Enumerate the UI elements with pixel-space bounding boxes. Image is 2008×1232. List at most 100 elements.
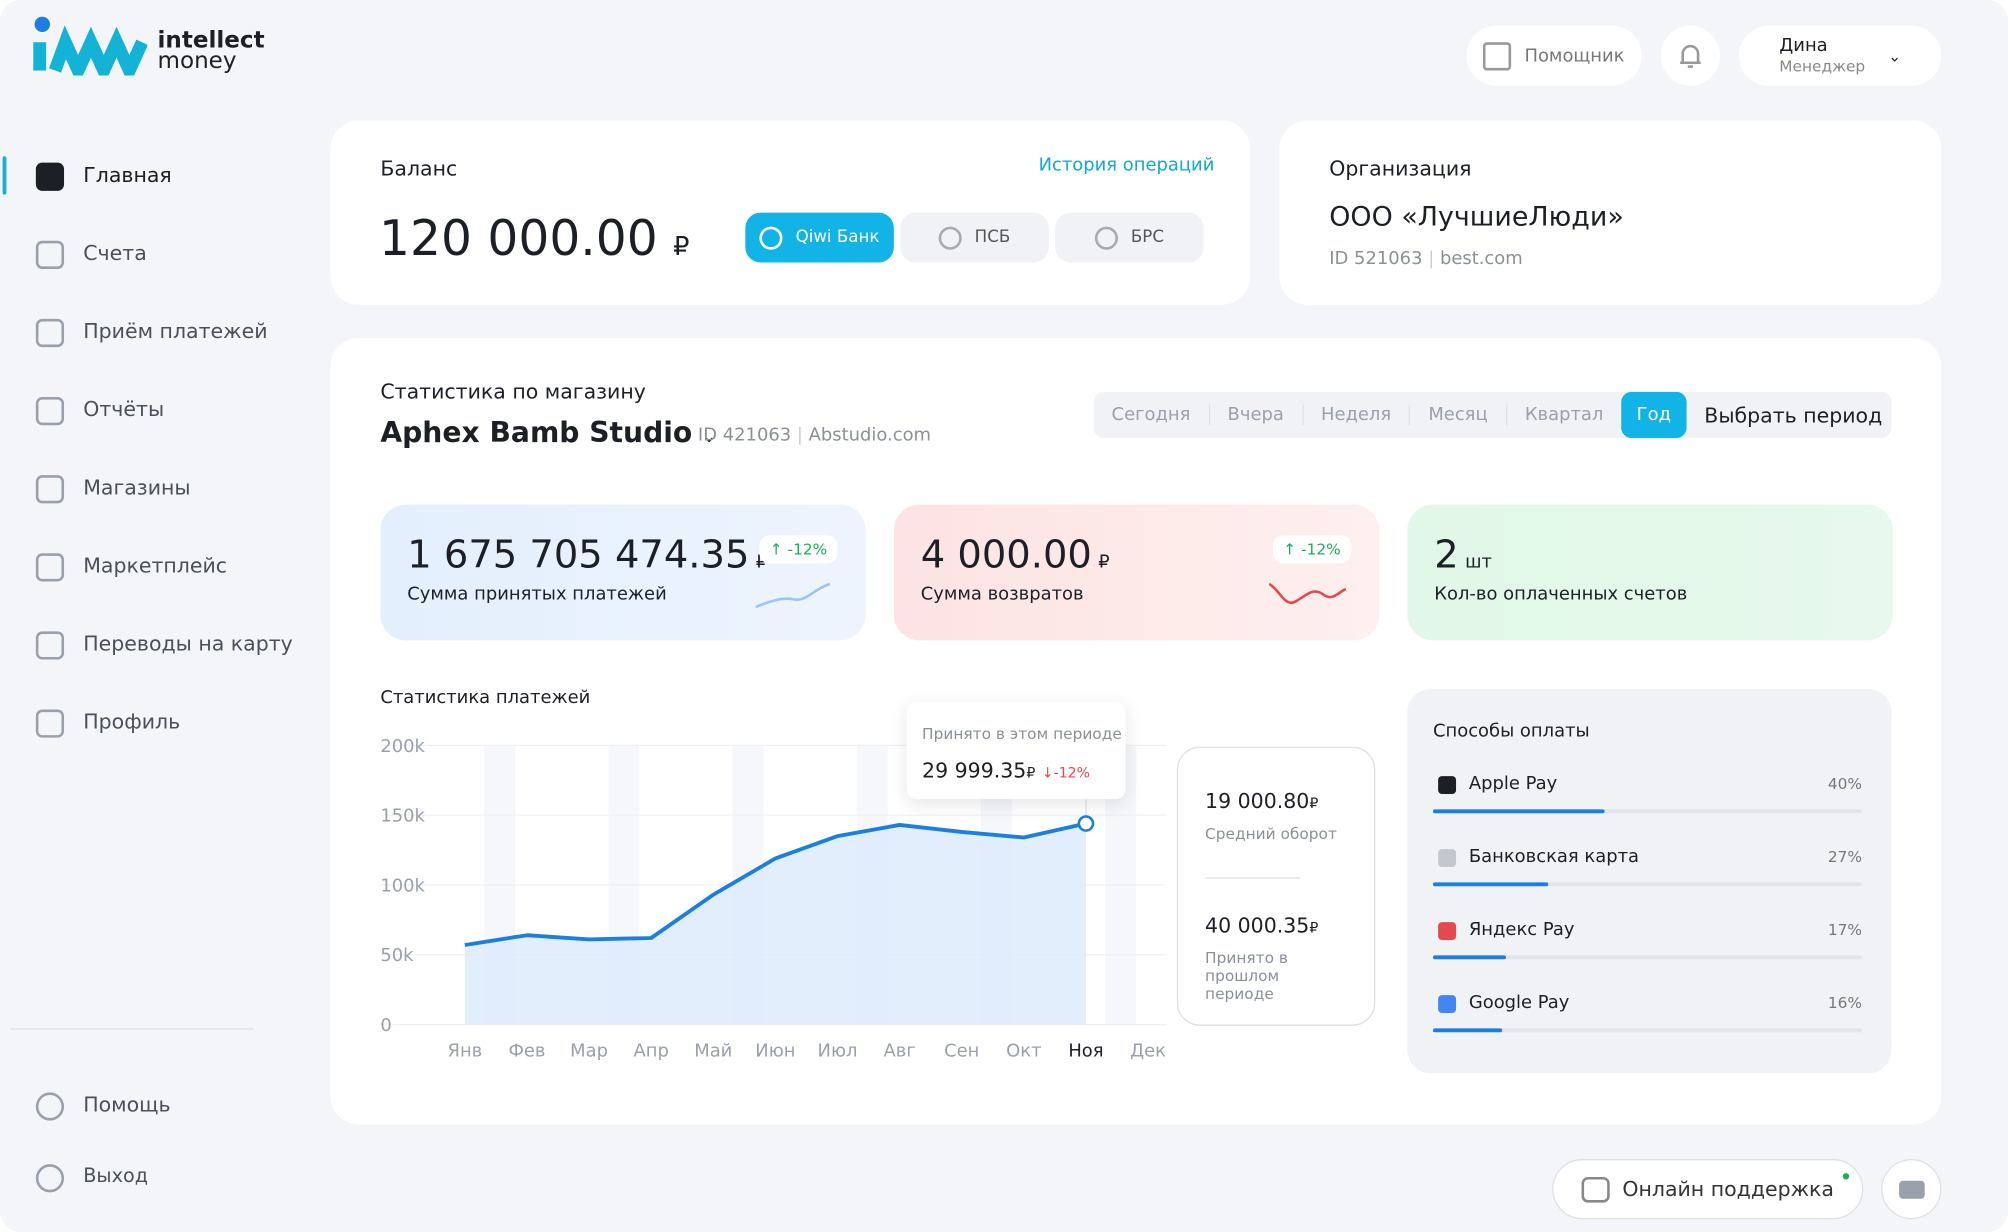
metric-change: ↑ -12% [759,535,838,564]
metric-label: Сумма принятых платежей [407,583,667,605]
assistant-button[interactable]: Помощник [1466,25,1642,86]
brand-line: money [157,47,237,75]
organization-card: Организация ООО «ЛучшиеЛюди» ID 521063 |… [1279,120,1942,305]
payment-methods-title: Способы оплаты [1432,721,1590,742]
nav-item[interactable]: Счета [83,240,147,266]
method-icon [1438,776,1457,795]
period-tab[interactable]: Вчера [1210,404,1304,426]
user-name: Дина [1779,35,1828,56]
bank-button[interactable]: ПСБ [900,212,1049,263]
bank-button[interactable]: БРС [1055,212,1204,263]
metric-card: 4 000.00 ₽ Сумма возвратов ↑ -12% [893,504,1380,641]
bank-label: Qiwi Банк [795,227,880,248]
nav-icon [35,318,65,348]
method-percent: 27% [1827,847,1862,866]
divider [1205,877,1300,879]
currency: ₽ [1026,764,1036,782]
method-percent: 40% [1827,774,1862,793]
period-selector: Сегодня Вчера Неделя Месяц Квартал Год Выбрать… [1093,391,1892,438]
metric-change-value: -12% [787,540,828,559]
period-tab[interactable]: Сегодня [1094,404,1210,426]
notifications-button[interactable] [1660,25,1720,86]
method-icon [1438,849,1457,868]
nav-icon [35,553,65,582]
method-name: Google Pay [1468,992,1570,1014]
bank-icon [938,226,962,250]
balance-label: Баланс [380,156,458,181]
brand-line: intellect [157,26,265,54]
nav-item[interactable]: Отчёты [83,397,165,422]
summary-value: 19 000.80 [1205,788,1310,814]
nav-item[interactable]: Магазины [83,475,191,500]
metric-unit: шт [1465,551,1492,573]
method-name: Банковская карта [1468,846,1640,868]
nav-item[interactable]: Помощь [83,1092,171,1117]
nav-icon [35,631,65,660]
currency: ₽ [673,230,690,262]
bank-icon [1095,226,1119,250]
history-link[interactable]: История операций [1038,154,1215,176]
org-name: ООО «ЛучшиеЛюди» [1329,201,1624,232]
metric-value: 4 000.00 [920,532,1092,578]
shop-site: Abstudio.com [808,425,932,446]
tooltip-value: 29 999.35 [922,758,1027,783]
org-site: best.com [1439,248,1523,269]
payment-methods: Способы оплаты Apple Pay 40% Банковская ка… [1407,689,1892,1074]
period-tab[interactable]: Квартал [1524,404,1604,426]
nav-item[interactable]: Выход [83,1164,148,1188]
mail-button[interactable] [1881,1159,1942,1220]
method-percent: 17% [1827,920,1862,939]
choose-period[interactable]: Выбрать период [1704,402,1883,428]
nav-icon [35,1092,65,1121]
org-label: Организация [1329,156,1472,181]
metric-unit: ₽ [1098,551,1110,573]
support-button[interactable]: Онлайн поддержка [1552,1159,1864,1220]
metric-change-value: -12% [1301,540,1341,559]
period-tab[interactable]: Месяц [1410,404,1507,426]
metric-card: 2 шт Кол-во оплаченных счетов [1407,504,1893,641]
user-role: Менеджер [1779,56,1866,75]
method-track [1432,955,1862,960]
logo [33,16,148,76]
nav-icon [35,1164,65,1193]
brand: intellect money [157,26,265,75]
balance-amount: 120 000.00 [379,210,658,267]
nav-icon [35,475,65,504]
method-track [1432,809,1862,814]
method-bar [1432,955,1506,960]
period-tab[interactable]: Неделя [1303,404,1411,426]
metric-value-row: 1 675 705 474.35 ₽ [407,533,767,578]
summary-label: Принято в прошлом периоде [1205,948,1288,1003]
metric-value-row: 4 000.00 ₽ [921,533,1110,578]
nav-item[interactable]: Профиль [83,709,181,734]
sparkline [1269,582,1347,605]
summary-value: 40 000.35 [1205,913,1310,938]
bank-label: ПСБ [974,227,1011,248]
metric-unit: ₽ [755,551,768,573]
assistant-label: Помощник [1524,45,1625,66]
nav-item[interactable]: Переводы на карту [83,631,293,656]
method-name: Яндекс Pay [1468,919,1575,941]
nav-item[interactable]: Главная [83,162,172,187]
bank-button[interactable]: Qiwi Банк [745,212,894,263]
metric-value: 1 675 705 474.35 [407,532,750,578]
summary-card: 19 000.80₽ Средний оборот 40 000.35₽ При… [1176,746,1376,1026]
shop-name[interactable]: Aphex Bamb Studio [380,417,693,450]
method-bar [1432,882,1549,887]
period-tab[interactable]: Год [1621,391,1687,438]
nav-item[interactable]: Маркетплейс [83,553,228,578]
divider [10,1028,254,1030]
tooltip-label: Принято в этом периоде [922,724,1122,743]
chart-title: Статистика платежей [380,687,591,709]
metric-card: 1 675 705 474.35 ₽ Сумма принятых платежей… [380,504,866,641]
nav-icon [35,240,65,269]
user-menu[interactable]: Дина Менеджер ⌄ [1739,25,1942,86]
method-name: Apple Pay [1468,773,1558,795]
method-bar [1432,809,1605,814]
nav-item[interactable]: Приём платежей [83,318,268,344]
bell-icon [1680,44,1701,68]
nav-icon [35,162,65,191]
method-percent: 16% [1827,993,1862,1012]
nav-icon [35,709,65,738]
